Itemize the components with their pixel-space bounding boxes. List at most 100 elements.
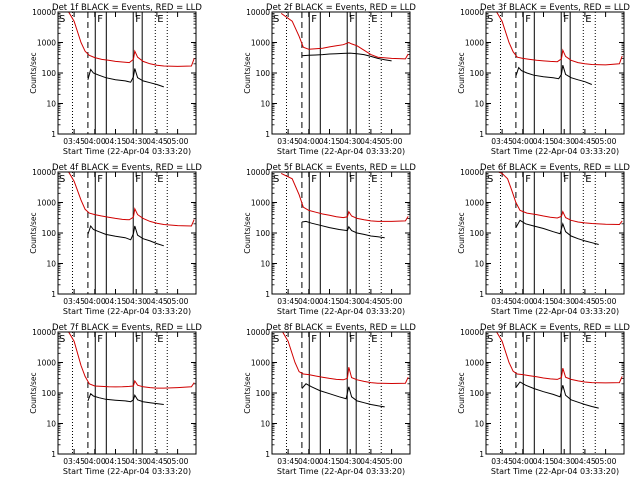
x-tick-label: 03:45 [277, 137, 299, 146]
y-tick-label: 100 [470, 69, 485, 78]
series-lld-line [496, 332, 623, 384]
x-tick-label: 04:45 [146, 297, 168, 306]
x-tick-label: 04:30 [125, 137, 147, 146]
marker-label: F [311, 14, 317, 25]
y-tick-label: 1000 [465, 199, 484, 208]
marker-label: E [585, 14, 591, 25]
y-tick-label: 10 [260, 260, 270, 269]
x-tick-label: 04:30 [553, 297, 575, 306]
x-tick-label: 04:30 [553, 457, 575, 466]
series-layer [496, 332, 623, 409]
series-lld-line [280, 12, 409, 60]
plot-frame [485, 331, 625, 455]
y-tick-label: 10 [474, 100, 484, 109]
y-tick-label: 1 [479, 450, 484, 459]
side-label: S [59, 14, 65, 25]
series-events-line [301, 383, 385, 408]
series-layer [496, 12, 623, 85]
x-axis-label: Start Time (22-Apr-04 03:33:20) [277, 467, 405, 476]
x-tick-label: 04:15 [533, 297, 555, 306]
marker-label: F [97, 174, 103, 185]
series-layer [282, 332, 409, 408]
marker-label: F [563, 334, 569, 345]
x-tick-label: 05:00 [381, 297, 403, 306]
x-tick-label: 04:15 [319, 297, 341, 306]
plot-frame [485, 171, 625, 295]
series-layer [68, 12, 195, 88]
y-tick-label: 1000 [251, 359, 270, 368]
marker-label: E [157, 14, 163, 25]
y-axis-label: Counts/sec [243, 212, 252, 253]
x-tick-label: 05:00 [595, 457, 617, 466]
y-axis-label: Counts/sec [29, 212, 38, 253]
y-tick-label: 10000 [460, 168, 484, 177]
x-tick-label: 04:00 [298, 137, 320, 146]
x-tick-label: 04:00 [512, 457, 534, 466]
marker-label: E [585, 174, 591, 185]
y-tick-label: 1 [265, 290, 270, 299]
panel-title: Det 2f BLACK = Events, RED = LLD [266, 3, 416, 13]
y-axis-label: Counts/sec [457, 372, 466, 413]
side-label: S [487, 174, 493, 185]
marker-label: E [371, 14, 377, 25]
y-tick-label: 1 [51, 450, 56, 459]
x-axis-label: Start Time (22-Apr-04 03:33:20) [63, 147, 191, 156]
panel-2: Det 2f BLACK = Events, RED = LLD 1 10 100 10… [243, 3, 416, 156]
y-axis-label: Counts/sec [457, 212, 466, 253]
y-tick-label: 100 [42, 69, 57, 78]
x-tick-label: 04:30 [339, 297, 361, 306]
y-tick-label: 1 [265, 130, 270, 139]
plot-frame [57, 11, 197, 135]
x-tick-label: 05:00 [381, 137, 403, 146]
y-tick-label: 10000 [460, 328, 484, 337]
marker-label: F [349, 334, 355, 345]
series-events-line [515, 219, 599, 245]
x-tick-label: 04:45 [360, 137, 382, 146]
y-tick-label: 1000 [465, 39, 484, 48]
x-tick-label: 04:00 [84, 137, 106, 146]
panel-9: Det 9f BLACK = Events, RED = LLD 1 10 100 10… [457, 323, 630, 476]
panel-title: Det 4f BLACK = Events, RED = LLD [52, 163, 202, 173]
x-axis-label: Start Time (22-Apr-04 03:33:20) [491, 307, 619, 316]
marker-label: F [525, 334, 531, 345]
y-tick-label: 1000 [37, 39, 56, 48]
plot-frame [57, 331, 197, 455]
panel-6: Det 6f BLACK = Events, RED = LLD 1 10 100 10… [457, 163, 630, 316]
marker-label: F [525, 14, 531, 25]
marker-label: F [97, 334, 103, 345]
y-tick-label: 10000 [32, 168, 56, 177]
y-tick-label: 100 [42, 229, 57, 238]
side-label: S [59, 174, 65, 185]
marker-label: E [371, 334, 377, 345]
y-tick-label: 1000 [251, 39, 270, 48]
marker-label: F [135, 14, 141, 25]
x-axis-label: Start Time (22-Apr-04 03:33:20) [63, 307, 191, 316]
marker-label: F [563, 14, 569, 25]
x-tick-label: 04:45 [574, 457, 596, 466]
series-events-line [301, 52, 392, 62]
series-events-line [515, 65, 592, 85]
panel-title: Det 9f BLACK = Events, RED = LLD [480, 323, 630, 333]
side-label: S [273, 174, 279, 185]
series-layer [280, 172, 409, 239]
series-events-line [87, 224, 164, 247]
plot-frame [271, 11, 411, 135]
y-tick-label: 100 [256, 229, 271, 238]
x-tick-label: 03:45 [63, 457, 85, 466]
x-tick-label: 04:30 [125, 457, 147, 466]
panel-1: Det 1f BLACK = Events, RED = LLD 1 10 100 10… [29, 3, 202, 156]
side-label: S [487, 14, 493, 25]
marker-label: F [135, 174, 141, 185]
x-tick-label: 03:45 [63, 297, 85, 306]
x-tick-label: 03:45 [63, 137, 85, 146]
marker-label: F [97, 14, 103, 25]
plot-frame [485, 11, 625, 135]
panel-4: Det 4f BLACK = Events, RED = LLD 1 10 100 10… [29, 163, 202, 316]
x-tick-label: 04:00 [512, 137, 534, 146]
y-tick-label: 1 [479, 290, 484, 299]
x-axis-label: Start Time (22-Apr-04 03:33:20) [277, 147, 405, 156]
y-tick-label: 100 [256, 69, 271, 78]
x-tick-label: 03:45 [491, 297, 513, 306]
panel-title: Det 8f BLACK = Events, RED = LLD [266, 323, 416, 333]
